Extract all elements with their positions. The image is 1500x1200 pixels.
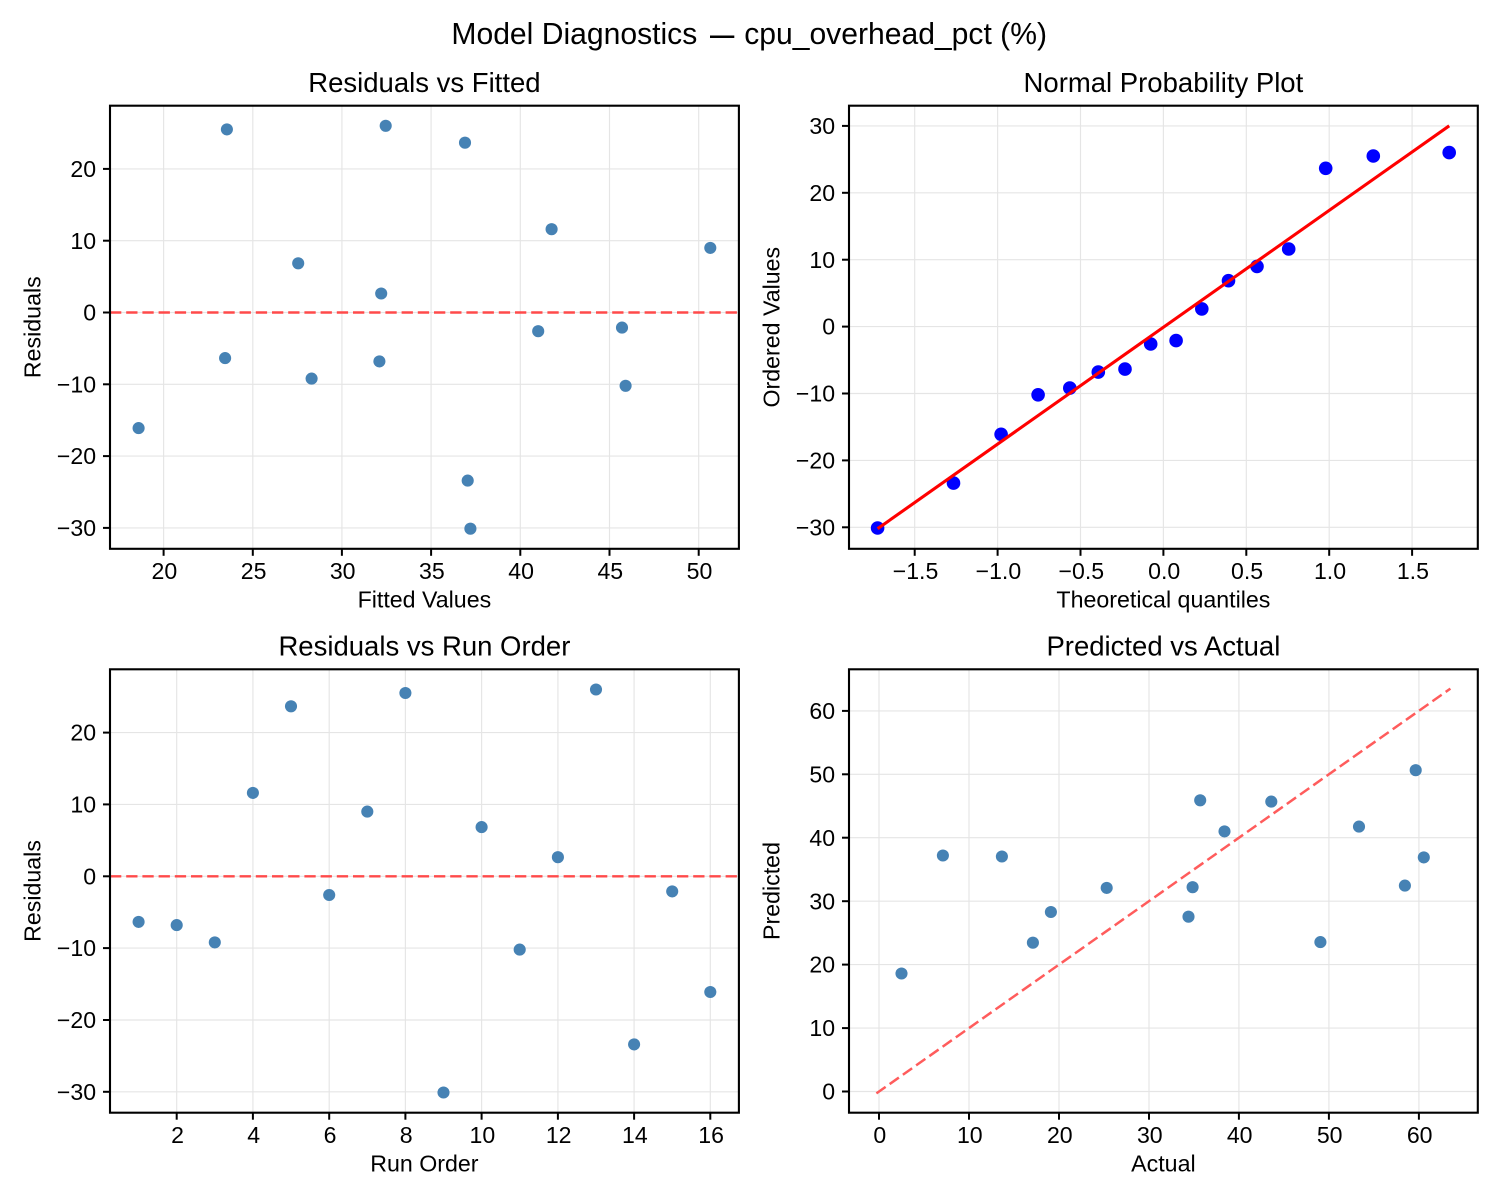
svg-text:20: 20 [70, 720, 96, 746]
svg-text:50: 50 [1317, 1122, 1343, 1148]
svg-text:Residuals: Residuals [20, 276, 46, 378]
svg-text:Theoretical quantiles: Theoretical quantiles [1056, 587, 1270, 613]
svg-text:0: 0 [822, 314, 835, 340]
svg-text:0.0: 0.0 [1148, 558, 1180, 584]
svg-text:−20: −20 [796, 448, 835, 474]
svg-text:−30: −30 [796, 514, 835, 540]
svg-text:60: 60 [809, 698, 835, 724]
svg-text:10: 10 [70, 792, 96, 818]
svg-text:0.5: 0.5 [1231, 558, 1263, 584]
svg-text:0: 0 [83, 863, 96, 889]
svg-text:35: 35 [419, 558, 445, 584]
svg-text:6: 6 [324, 1122, 337, 1148]
svg-text:cpu_overhead_pct (%): cpu_overhead_pct (%) [744, 18, 1047, 51]
svg-text:30: 30 [1137, 1122, 1163, 1148]
svg-text:Model Diagnostics: Model Diagnostics [451, 18, 697, 51]
svg-text:40: 40 [1227, 1122, 1253, 1148]
svg-text:10: 10 [809, 247, 835, 273]
svg-text:45: 45 [597, 558, 623, 584]
svg-text:0: 0 [83, 300, 96, 326]
svg-text:0: 0 [822, 1079, 835, 1105]
svg-text:−20: −20 [57, 443, 96, 469]
svg-text:2: 2 [171, 1122, 184, 1148]
svg-text:Predicted vs Actual: Predicted vs Actual [1046, 631, 1280, 662]
svg-text:Fitted Values: Fitted Values [358, 587, 492, 613]
svg-text:40: 40 [809, 825, 835, 851]
svg-text:50: 50 [809, 761, 835, 787]
svg-text:−30: −30 [57, 1079, 96, 1105]
svg-text:Ordered Values: Ordered Values [759, 247, 785, 408]
svg-text:30: 30 [809, 113, 835, 139]
svg-text:25: 25 [241, 558, 267, 584]
svg-text:Run Order: Run Order [370, 1150, 479, 1176]
svg-text:20: 20 [1047, 1122, 1073, 1148]
svg-text:−10: −10 [57, 371, 96, 397]
svg-text:−10: −10 [57, 935, 96, 961]
svg-text:14: 14 [622, 1122, 648, 1148]
svg-text:50: 50 [687, 558, 713, 584]
svg-text:0: 0 [873, 1122, 886, 1148]
svg-text:30: 30 [809, 888, 835, 914]
svg-text:30: 30 [330, 558, 356, 584]
svg-text:8: 8 [400, 1122, 413, 1148]
svg-text:20: 20 [152, 558, 178, 584]
svg-text:4: 4 [247, 1122, 260, 1148]
svg-text:−1.5: −1.5 [893, 558, 939, 584]
svg-text:60: 60 [1407, 1122, 1433, 1148]
svg-text:10: 10 [70, 228, 96, 254]
svg-text:16: 16 [698, 1122, 724, 1148]
svg-text:−20: −20 [57, 1007, 96, 1033]
svg-text:−10: −10 [796, 381, 835, 407]
svg-text:Normal Probability Plot: Normal Probability Plot [1024, 67, 1304, 98]
svg-text:10: 10 [470, 1122, 496, 1148]
svg-text:20: 20 [809, 180, 835, 206]
svg-text:Actual: Actual [1131, 1150, 1195, 1176]
svg-text:1.5: 1.5 [1397, 558, 1429, 584]
svg-text:−0.5: −0.5 [1059, 558, 1105, 584]
svg-text:Residuals vs Fitted: Residuals vs Fitted [308, 67, 540, 98]
svg-text:−1.0: −1.0 [976, 558, 1022, 584]
svg-text:Residuals vs Run Order: Residuals vs Run Order [278, 631, 570, 662]
svg-text:10: 10 [957, 1122, 983, 1148]
svg-text:12: 12 [546, 1122, 572, 1148]
svg-text:20: 20 [809, 952, 835, 978]
svg-text:Predicted: Predicted [759, 842, 785, 940]
svg-text:40: 40 [508, 558, 534, 584]
svg-text:10: 10 [809, 1015, 835, 1041]
svg-text:Residuals: Residuals [20, 840, 46, 942]
svg-text:−30: −30 [57, 515, 96, 541]
svg-text:1.0: 1.0 [1314, 558, 1346, 584]
svg-text:20: 20 [70, 156, 96, 182]
